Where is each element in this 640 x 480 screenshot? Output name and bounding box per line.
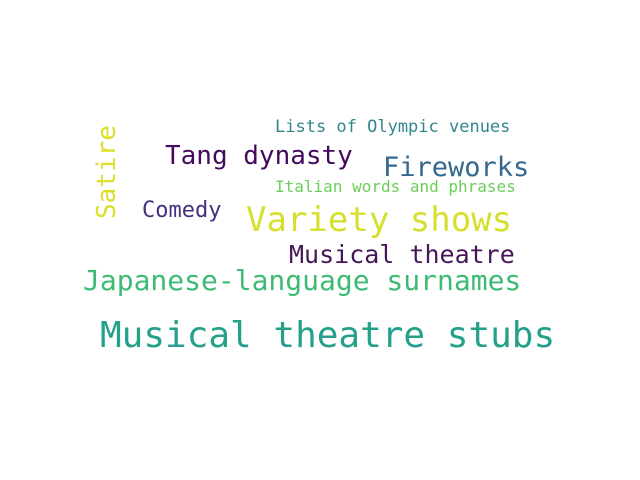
word-tang-dynasty: Tang dynasty <box>165 141 353 171</box>
word-fireworks: Fireworks <box>383 152 530 183</box>
word-lists-of-olympic-venues: Lists of Olympic venues <box>275 117 511 137</box>
word-italian-words-and-phrases: Italian words and phrases <box>275 177 516 196</box>
word-variety-shows: Variety shows <box>246 200 513 240</box>
word-japanese-language-surnames: Japanese-language surnames <box>83 264 522 297</box>
word-musical-theatre: Musical theatre <box>289 240 515 269</box>
word-musical-theatre-stubs: Musical theatre stubs <box>100 315 556 356</box>
word-satire: Satire <box>92 125 122 219</box>
word-comedy: Comedy <box>142 198 222 223</box>
